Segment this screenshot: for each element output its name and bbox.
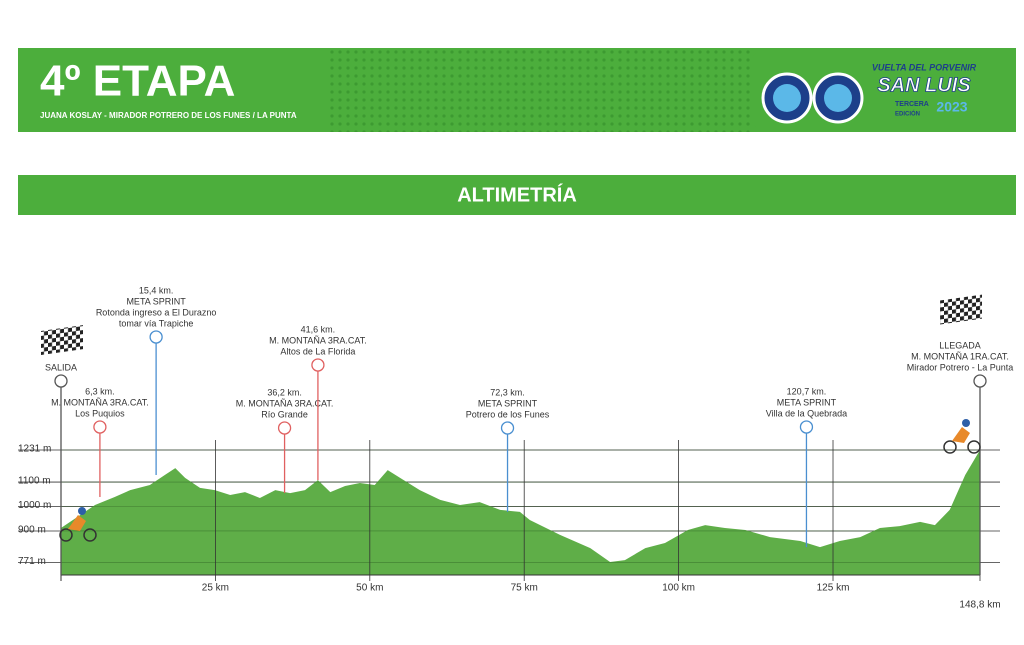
x-tick-label: 25 km [202,583,229,594]
marker-label: M. MONTAÑA 3RA.CAT. [51,397,149,407]
checkered-flag [41,325,83,355]
stage-title: 4º ETAPA [40,57,235,106]
marker-label: Río Grande [261,409,308,419]
marker-circle [311,358,325,372]
wheel [943,440,957,454]
helmet [78,507,86,515]
marker-label: 6,3 km. [85,386,115,396]
x-tick-label: 100 km [662,583,695,594]
y-tick-label: 1100 m [18,476,51,487]
section-title: ALTIMETRÍA [457,183,577,206]
marker-label: LLEGADA [939,340,981,350]
rider-icon [59,507,97,542]
marker-label: 72,3 km. [490,387,525,397]
marker-label: Potrero de los Funes [466,409,550,419]
x-tick-label: 50 km [356,583,383,594]
logo-text: TERCERA [895,101,929,108]
logo-text: SAN LUIS [877,74,971,96]
marker-circle [799,420,814,434]
logo-year: 2023 [936,99,967,115]
marker-label: META SPRINT [478,398,538,408]
elevation-area [61,450,980,575]
y-tick-label: 900 m [18,525,46,536]
helmet [962,419,970,427]
y-tick-label: 1000 m [18,500,51,511]
marker-label: M. MONTAÑA 3RA.CAT. [236,398,334,408]
checkered-flag [940,294,982,325]
marker-label: Altos de La Florida [280,346,355,356]
marker-circle [973,374,987,388]
marker-circle [93,420,107,434]
marker-label: META SPRINT [126,296,186,306]
marker-label: 120,7 km. [787,386,827,396]
marker-label: 36,2 km. [267,387,302,397]
marker-label: Villa de la Quebrada [766,408,847,418]
marker-label: M. MONTAÑA 1RA.CAT. [911,351,1009,361]
marker-label: 15,4 km. [139,285,174,295]
section-bar [18,175,1016,215]
plot: 771 m 900 m 1000 m 1100 m 1231 m 25 km 50 km 75… [18,285,1014,611]
wheel [967,440,981,454]
stage-route: JUANA KOSLAY - MIRADOR POTRERO DE LOS FU… [40,111,297,120]
rider [952,427,970,443]
marker-circle [277,421,292,435]
marker-circle [149,330,163,344]
marker-circle [500,421,515,435]
rider [68,515,86,531]
marker-label: META SPRINT [777,397,837,407]
logo: VUELTA DEL PORVENIR SAN LUIS TERCERA EDI… [752,52,982,128]
marker-circle [54,374,68,388]
y-tick-label: 1231 m [18,444,51,455]
wheel [83,528,97,542]
y-tick-label: 771 m [18,556,46,567]
rider-icon [943,419,981,454]
marker-label: Mirador Potrero - La Punta [907,362,1014,372]
marker-label: Los Puquios [75,408,125,418]
logo-text: VUELTA DEL PORVENIR [872,62,977,72]
wheel [59,528,73,542]
marker-label: 41,6 km. [301,324,336,334]
banner-pattern [330,48,750,132]
x-tick-label: 148,8 km [959,600,1000,611]
marker-label: tomar vía Trapiche [119,318,194,328]
marker-label: M. MONTAÑA 3RA.CAT. [269,335,367,345]
marker-label: Rotonda ingreso a El Durazno [96,307,217,317]
x-tick-label: 125 km [817,583,850,594]
logo-text: EDICIÓN [895,110,920,118]
x-tick-label: 75 km [511,583,538,594]
marker-label: SALIDA [45,362,77,372]
